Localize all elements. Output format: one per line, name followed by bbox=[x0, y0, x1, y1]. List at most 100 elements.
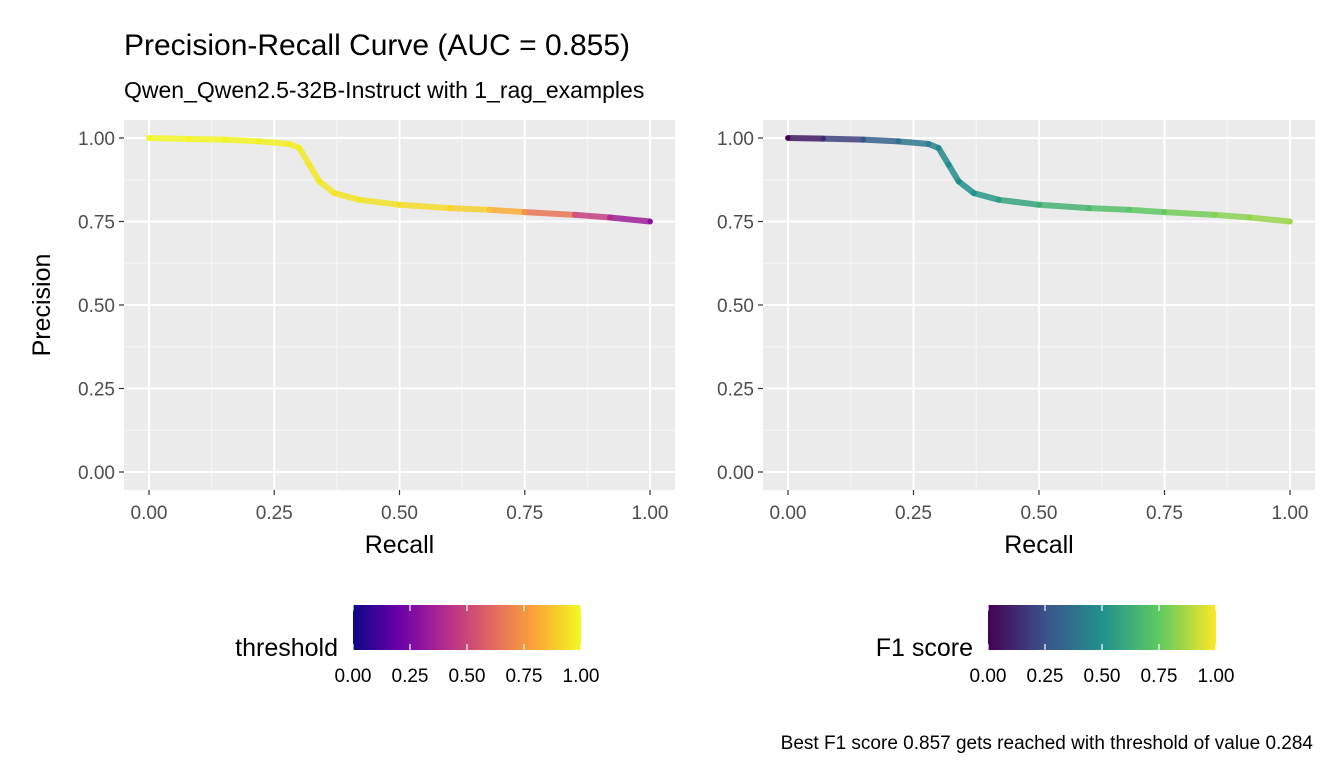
x-tick-label: 0.25 bbox=[256, 503, 293, 524]
curve-point bbox=[146, 135, 152, 141]
curve-point bbox=[396, 202, 403, 208]
x-tick-label: 0.25 bbox=[895, 503, 932, 524]
panel-left: 0.00 0.25 0.50 0.75 1.00 0.00 0.25 0.50 0.75 1.00… bbox=[28, 120, 675, 559]
curve-segment bbox=[785, 135, 827, 142]
curve-segment bbox=[486, 206, 528, 216]
colorbar-tick-label: 0.50 bbox=[1084, 666, 1121, 687]
y-tick-label: 0.75 bbox=[78, 213, 115, 234]
x-tick-label: 1.00 bbox=[1272, 503, 1309, 524]
curve-segment bbox=[1246, 214, 1293, 225]
x-axis-title: Recall bbox=[1004, 531, 1073, 559]
curve-point bbox=[647, 218, 653, 225]
y-tick-label: 0.00 bbox=[717, 463, 754, 484]
curve-segment bbox=[306, 161, 323, 185]
x-tick-label: 0.75 bbox=[1146, 503, 1183, 524]
curve-segment bbox=[995, 196, 1042, 208]
colorbar bbox=[988, 605, 1216, 650]
curve-point bbox=[221, 137, 227, 143]
chart-subtitle: Qwen_Qwen2.5-32B-Instruct with 1_rag_exa… bbox=[124, 77, 644, 103]
curve-segment bbox=[356, 196, 403, 208]
curve-point bbox=[607, 214, 613, 221]
curve-segment bbox=[296, 145, 313, 168]
chart-title: Precision-Recall Curve (AUC = 0.855) bbox=[124, 29, 630, 62]
curve-point bbox=[971, 190, 977, 196]
x-tick-label: 0.75 bbox=[506, 503, 543, 524]
x-tick-label: 0.00 bbox=[131, 503, 168, 524]
curve-segment bbox=[1126, 206, 1168, 216]
legend-title: F1 score bbox=[876, 634, 973, 662]
curve-point bbox=[1126, 207, 1132, 213]
curve-point bbox=[522, 209, 528, 215]
curve-segment bbox=[331, 190, 363, 203]
curve-point bbox=[572, 212, 578, 218]
curve-segment bbox=[820, 135, 867, 143]
curve-segment bbox=[860, 136, 902, 145]
curve-point bbox=[925, 141, 932, 147]
curve-point bbox=[447, 205, 453, 211]
y-tick-label: 0.75 bbox=[717, 213, 754, 234]
curve-segment bbox=[316, 178, 338, 197]
colorbar-tick-label: 1.00 bbox=[1198, 666, 1235, 687]
x-tick-label: 0.50 bbox=[1021, 503, 1058, 524]
curve-segment bbox=[1086, 205, 1133, 213]
curve-segment bbox=[221, 136, 263, 145]
curve-point bbox=[860, 137, 866, 143]
colorbar-tick-label: 1.00 bbox=[563, 666, 600, 687]
curve-segment bbox=[571, 211, 613, 221]
curve-point bbox=[296, 145, 302, 151]
curve-point bbox=[1036, 202, 1042, 208]
curve-segment bbox=[1036, 201, 1093, 212]
curve-point bbox=[1247, 214, 1253, 221]
curve-point bbox=[306, 162, 312, 168]
y-tick-label: 0.00 bbox=[78, 463, 115, 484]
y-tick-label: 0.50 bbox=[78, 296, 115, 317]
curve-segment bbox=[606, 214, 653, 225]
curve-point bbox=[946, 162, 952, 168]
x-tick-label: 1.00 bbox=[632, 503, 669, 524]
curve-point bbox=[256, 138, 262, 144]
curve-point bbox=[487, 207, 493, 213]
curve-segment bbox=[945, 161, 962, 185]
curve-segment bbox=[146, 135, 193, 143]
x-axis-title: Recall bbox=[365, 531, 434, 559]
colorbar-tick-label: 0.00 bbox=[335, 666, 372, 687]
curve-point bbox=[936, 145, 942, 151]
x-tick-label: 0.50 bbox=[381, 503, 418, 524]
colorbar-tick-label: 0.50 bbox=[449, 666, 486, 687]
curve-segment bbox=[1161, 209, 1218, 218]
y-tick-label: 0.25 bbox=[78, 380, 115, 401]
colorbar bbox=[353, 605, 581, 650]
curve-segment bbox=[895, 138, 932, 148]
curve-point bbox=[895, 138, 902, 144]
colorbar-tick-label: 0.25 bbox=[1027, 666, 1064, 687]
curve-point bbox=[316, 178, 322, 185]
curve-point bbox=[1161, 209, 1168, 215]
curve-point bbox=[331, 190, 337, 196]
legend-f1-score: F1 score 0.00 0.25 0.50 0.75 1.00 bbox=[876, 605, 1235, 687]
curve-segment bbox=[396, 201, 453, 212]
x-tick-label: 0.00 bbox=[770, 503, 807, 524]
y-tick-label: 1.00 bbox=[78, 129, 115, 150]
curve-segment bbox=[1211, 211, 1253, 221]
curve-segment bbox=[521, 209, 578, 218]
curve-point bbox=[1212, 212, 1218, 218]
y-axis-title: Precision bbox=[28, 254, 56, 357]
curve-segment bbox=[256, 138, 293, 148]
colorbar-tick-label: 0.75 bbox=[1141, 666, 1178, 687]
colorbar-tick-label: 0.25 bbox=[392, 666, 429, 687]
legend-threshold: threshold 0.00 0.25 0.50 0.75 1.00 bbox=[235, 605, 599, 687]
curve-point bbox=[1086, 205, 1092, 211]
curve-segment bbox=[970, 190, 1002, 203]
curve-point bbox=[356, 197, 363, 203]
curve-point bbox=[286, 141, 292, 147]
curve-point bbox=[820, 136, 826, 142]
curve-point bbox=[1287, 218, 1293, 225]
curve-point bbox=[186, 136, 192, 142]
colorbar-tick-label: 0.00 bbox=[970, 666, 1007, 687]
curve-point bbox=[996, 197, 1002, 203]
curve-point bbox=[785, 135, 791, 141]
curve-point bbox=[956, 178, 962, 185]
colorbar-tick-label: 0.75 bbox=[506, 666, 543, 687]
chart-caption: Best F1 score 0.857 gets reached with th… bbox=[781, 733, 1314, 754]
